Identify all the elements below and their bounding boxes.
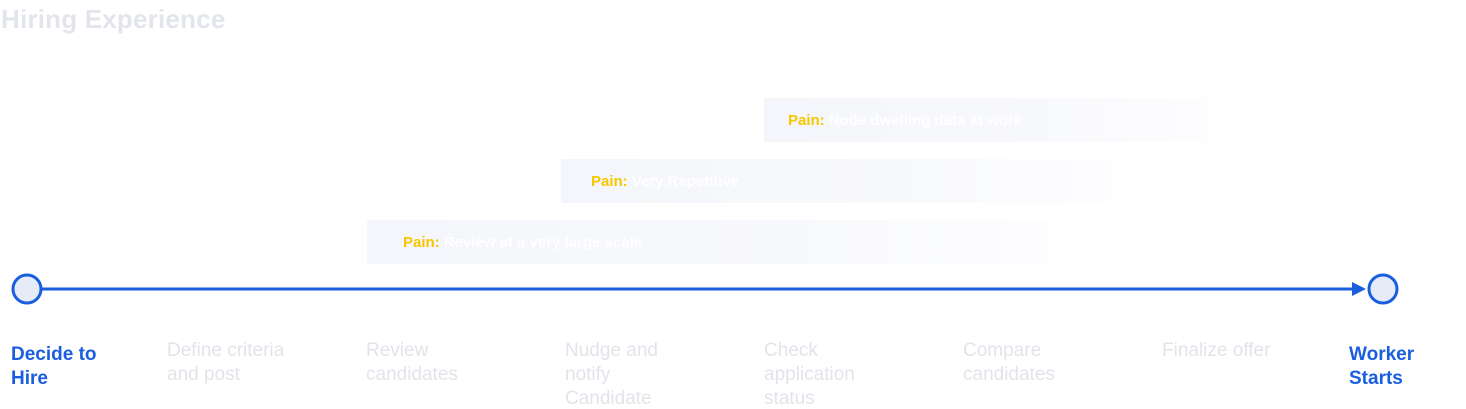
step-line: and post <box>167 364 240 385</box>
pain-label: Pain: <box>788 111 825 129</box>
step-define-criteria: Define criteria and post <box>167 339 284 387</box>
pain-text: Very Repetitive <box>631 172 740 190</box>
timeline-start-label: Decide to Hire <box>11 343 97 391</box>
step-line: application <box>764 364 855 385</box>
step-nudge-notify: Nudge and notify Candidate <box>565 339 658 409</box>
end-label-line: Worker <box>1349 344 1415 365</box>
step-line: Check <box>764 340 818 361</box>
timeline-end-label: Worker Starts <box>1349 343 1414 391</box>
step-compare-candidates: Compare candidates <box>963 339 1055 387</box>
step-line: status <box>764 388 815 409</box>
pain-bar-node-dwelling: Pain: Node dwelling data at work <box>764 98 1264 142</box>
step-line: Nudge and <box>565 340 658 361</box>
step-review-candidates: Review candidates <box>366 339 458 387</box>
pain-label: Pain: <box>403 233 440 251</box>
diagram-title: Hiring Experience <box>1 4 226 34</box>
timeline-arrowhead <box>1352 282 1366 296</box>
pain-bar-repetitive: Pain: Very Repetitive <box>561 159 1181 203</box>
end-node <box>1367 273 1399 305</box>
step-line: Finalize offer <box>1162 340 1271 361</box>
step-check-status: Check application status <box>764 339 855 409</box>
start-label-line: Hire <box>11 368 48 389</box>
start-label-line: Decide to <box>11 344 97 365</box>
pain-text: Review at a very large scale <box>443 233 643 251</box>
pain-bar-large-scale: Pain: Review at a very large scale <box>367 220 1137 264</box>
step-line: candidates <box>366 364 458 385</box>
step-line: Review <box>366 340 429 361</box>
pain-text: Node dwelling data at work <box>828 111 1023 129</box>
step-line: Compare <box>963 340 1042 361</box>
pain-label: Pain: <box>591 172 628 190</box>
step-line: notify <box>565 364 611 385</box>
start-node <box>11 273 43 305</box>
step-line: candidates <box>963 364 1055 385</box>
step-line: Candidate <box>565 388 652 409</box>
step-finalize-offer: Finalize offer <box>1162 339 1270 363</box>
end-label-line: Starts <box>1349 368 1403 389</box>
step-line: Define criteria <box>167 340 285 361</box>
